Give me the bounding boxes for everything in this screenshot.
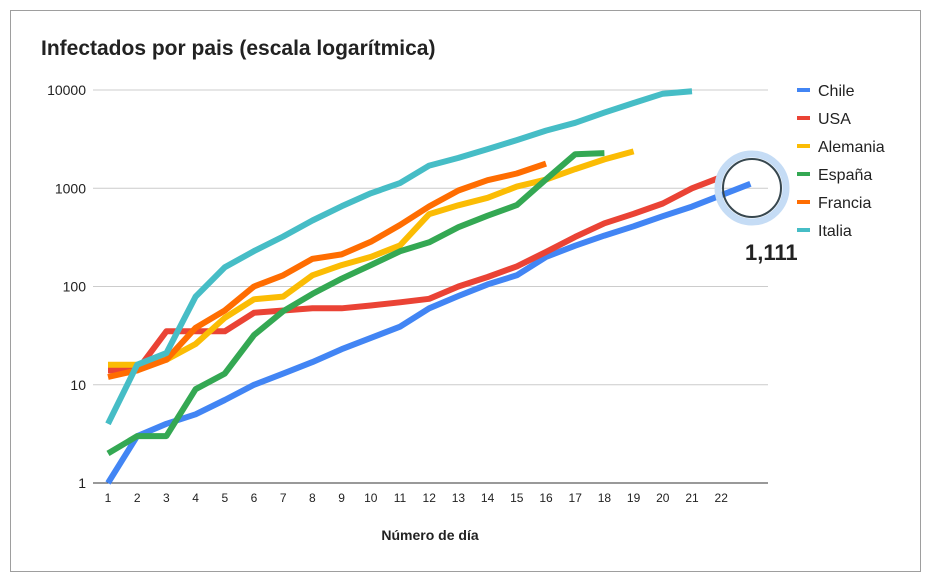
x-axis-label: Número de día [381,527,479,543]
legend-label: USA [818,111,851,128]
legend-label: Francia [818,195,871,212]
y-tick-label: 1000 [55,180,86,196]
legend-label: Italia [818,223,852,240]
series-line-francia [107,160,547,380]
series-line-españa [106,150,605,456]
series-line-chile [105,181,752,485]
x-tick-label: 9 [338,491,345,505]
x-tick-label: 6 [251,491,258,505]
y-tick-label: 100 [63,279,87,295]
x-tick-label: 7 [280,491,287,505]
annotations: 1,111 [714,150,798,265]
x-tick-label: 3 [163,491,170,505]
legend-label: Chile [818,83,855,100]
x-tick-label: 21 [685,491,699,505]
x-tick-label: 12 [423,491,437,505]
highlight-circle-ring [714,150,790,226]
x-tick-label: 11 [394,491,407,505]
x-tick-label: 17 [569,491,583,505]
y-axis-ticks: 1 10 100 1000 10000 [47,82,86,491]
x-tick-label: 5 [221,491,228,505]
x-tick-label: 16 [539,491,553,505]
x-tick-label: 10 [364,491,378,505]
legend: Chile USA Alemania España Francia Italia [797,83,885,240]
x-tick-label: 19 [627,491,641,505]
highlight-circle-inner [722,158,782,218]
series-lines [105,88,752,485]
y-tick-label: 10000 [47,82,86,98]
x-axis-ticks: 1 2 3 4 5 6 7 8 9 10 11 12 13 14 15 16 17 18 19 20 21 22 [105,491,729,505]
y-tick-label: 1 [78,475,86,491]
y-tick-label: 10 [70,377,86,393]
x-tick-label: 14 [481,491,495,505]
x-tick-label: 18 [598,491,612,505]
series-line-italia [105,88,693,426]
x-tick-label: 1 [105,491,112,505]
x-tick-label: 13 [452,491,466,505]
legend-label: Alemania [818,139,885,156]
x-tick-label: 20 [656,491,670,505]
x-tick-label: 4 [192,491,199,505]
x-tick-label: 22 [715,491,729,505]
chart-title: Infectados por pais (escala logarítmica) [41,37,436,60]
x-tick-label: 15 [510,491,524,505]
x-tick-label: 2 [134,491,141,505]
x-tick-label: 8 [309,491,316,505]
gridlines [93,89,768,484]
annotation-label: 1,111 [745,240,798,265]
legend-label: España [818,167,872,184]
